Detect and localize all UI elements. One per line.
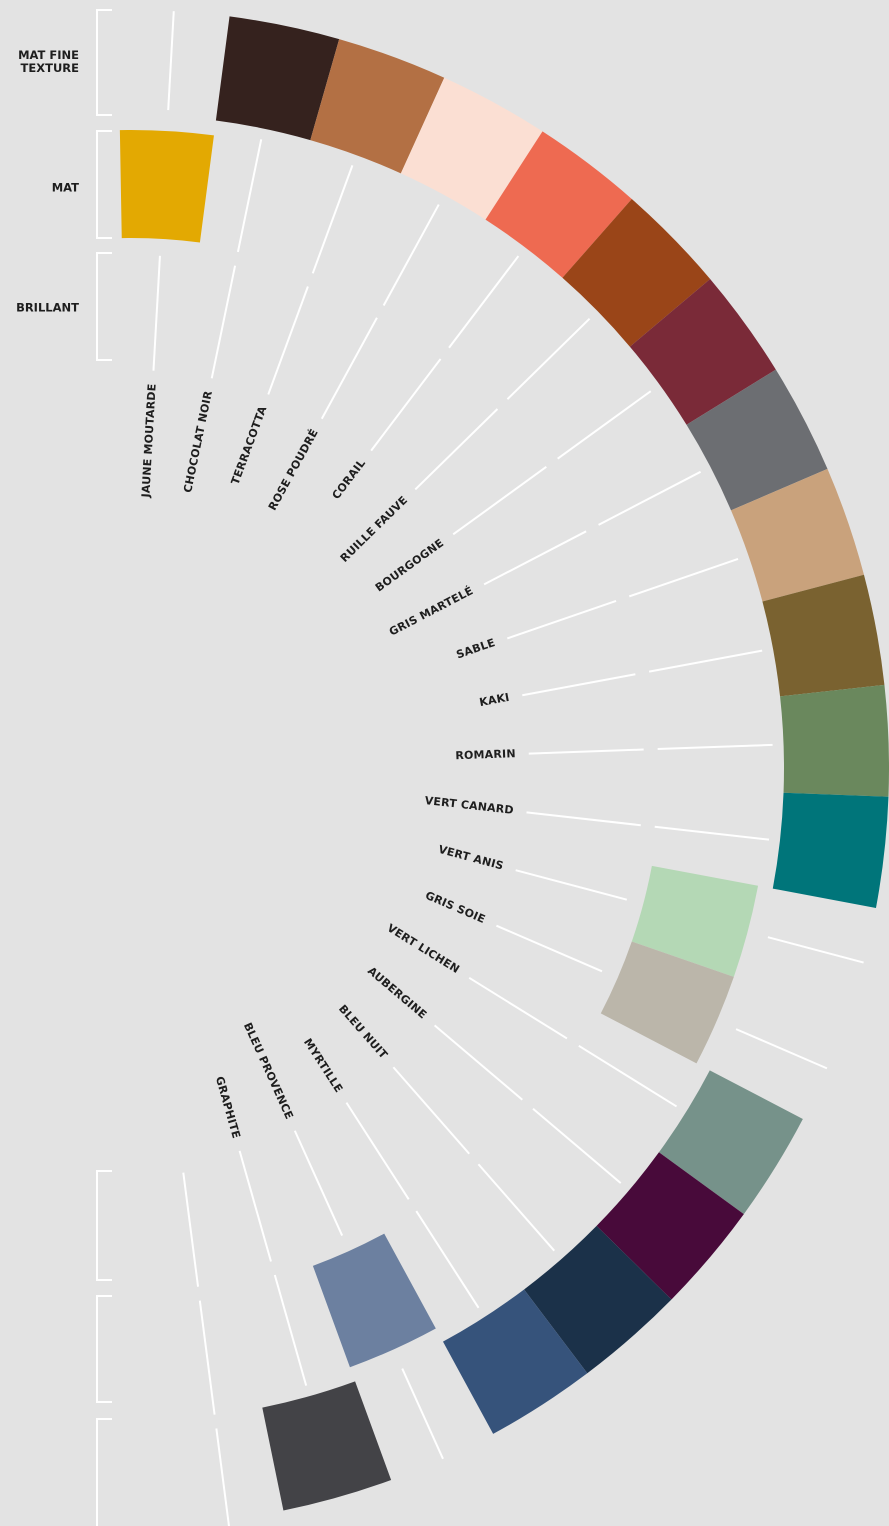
swatch-label: VERT LICHEN [385, 921, 462, 976]
swatch [658, 1070, 803, 1215]
leader-line [401, 1368, 444, 1460]
leader-line [528, 743, 776, 755]
swatch-label: TERRACOTTA [229, 404, 270, 486]
finish-label: BRILLANT [16, 300, 79, 315]
swatch [780, 684, 889, 797]
swatch-label: CHOCOLAT NOIR [181, 389, 215, 494]
leader-line [293, 1130, 347, 1245]
leader-line [735, 1028, 828, 1070]
swatch-label: BLEU NUIT [336, 1002, 390, 1061]
leader-line [496, 924, 611, 976]
swatch-label: ROMARIN [455, 747, 516, 762]
swatch-label: BLEU PROVENCE [241, 1021, 296, 1122]
swatch [310, 39, 445, 174]
swatch [762, 574, 885, 697]
swatch [312, 1233, 436, 1368]
swatch [262, 1381, 392, 1511]
bracket [96, 1295, 112, 1403]
swatch [772, 792, 889, 908]
swatch [119, 130, 214, 243]
swatch [731, 468, 864, 602]
swatch-label: RUILLE FAUVE [338, 494, 410, 565]
leader-line [267, 162, 355, 395]
swatch-label: SABLE [455, 636, 497, 661]
swatch [524, 1225, 672, 1374]
leader-line [345, 1102, 482, 1311]
leader-line [238, 1150, 308, 1389]
bracket [96, 130, 112, 239]
swatch-label: JAUNE MOUTARDE [139, 383, 158, 499]
swatch-label: GRAPHITE [213, 1075, 243, 1140]
leader-line [522, 649, 766, 697]
leader-line [182, 1172, 230, 1526]
swatch-label: VERT ANIS [437, 843, 505, 873]
bracket [96, 1418, 112, 1526]
leader-line [506, 557, 742, 640]
bracket [96, 252, 112, 361]
leader-line [370, 253, 522, 452]
swatch [631, 865, 759, 977]
leader-line [210, 136, 263, 379]
leader-line [152, 246, 162, 371]
leader-line [414, 315, 593, 491]
swatch-label: KAKI [478, 691, 510, 709]
swatch [686, 369, 828, 511]
swatch-label: VERT CANARD [424, 794, 514, 817]
leader-line [392, 1066, 557, 1254]
swatch [600, 941, 734, 1064]
leader-line [515, 869, 636, 903]
swatch [400, 77, 543, 220]
leader-line [320, 201, 442, 420]
swatch-label: AUBERGINE [365, 964, 429, 1021]
finish-label: MAT FINE TEXTURE [18, 48, 79, 75]
leader-line [452, 388, 654, 536]
swatch-label: BOURGOGNE [373, 536, 446, 594]
leader-line [526, 811, 773, 841]
swatch [596, 1152, 744, 1300]
swatch-label: GRIS SOIE [423, 889, 487, 926]
bracket [96, 9, 112, 116]
leader-line [167, 11, 175, 111]
swatch [215, 16, 340, 141]
swatch [629, 278, 776, 425]
swatch-label: ROSE POUDRÉ [266, 427, 321, 513]
leader-line [468, 976, 680, 1109]
swatch-label: GRIS MARTELÉ [387, 584, 475, 638]
leader-line [767, 936, 864, 964]
swatch-label: MYRTILLE [301, 1036, 345, 1095]
finish-label: MAT [51, 180, 79, 195]
swatch [485, 131, 632, 278]
leader-line [483, 469, 704, 586]
bracket [96, 1170, 112, 1281]
leader-line [433, 1024, 624, 1186]
swatch-label: CORAIL [330, 457, 369, 502]
swatch [442, 1289, 588, 1434]
wheel: JAUNE MOUTARDE CHOCOLAT NOIR TERRACOTTAROS… [119, 11, 889, 1526]
swatch [562, 198, 711, 347]
